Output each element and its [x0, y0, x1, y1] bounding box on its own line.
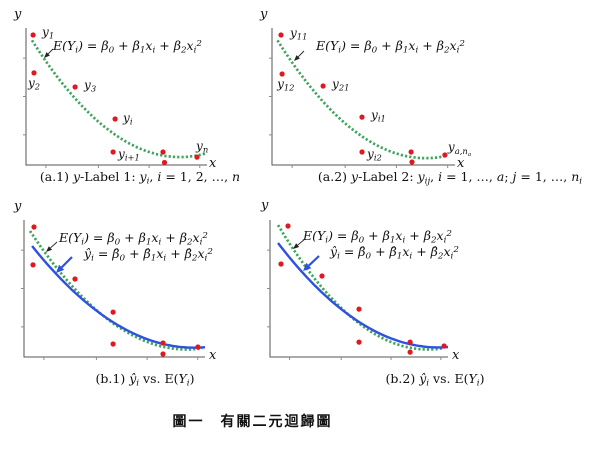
- data-point: [278, 261, 284, 267]
- data-point: [409, 159, 415, 165]
- data-point: [408, 149, 414, 155]
- data-point: [112, 116, 118, 122]
- x-axis-label-b2: x: [452, 348, 460, 363]
- data-point: [285, 223, 291, 229]
- point-label: ya,na: [447, 139, 472, 158]
- y-axis-label-a2: y: [260, 7, 268, 22]
- x-axis-label-a2: x: [457, 156, 465, 171]
- expected-curve-dotted: [276, 224, 444, 351]
- data-point: [160, 340, 166, 346]
- data-point: [31, 70, 37, 76]
- panel-caption-b2: (b.2) ŷi vs. E(Yi): [385, 371, 485, 389]
- data-point: [356, 339, 362, 345]
- point-label: y12: [277, 77, 295, 93]
- data-point: [195, 344, 201, 350]
- panel-a2: [269, 28, 455, 168]
- fitted-curve-solid: [277, 242, 449, 349]
- axes: [23, 220, 205, 358]
- data-point: [319, 273, 325, 279]
- data-point: [72, 84, 78, 90]
- data-point: [194, 154, 200, 160]
- expected-curve-arrow: [297, 50, 305, 58]
- data-point: [407, 349, 413, 355]
- arrowhead: [44, 52, 50, 58]
- panel-a1: [23, 28, 207, 168]
- data-point: [161, 159, 168, 166]
- data-point: [30, 32, 36, 38]
- expected-curve-dotted: [276, 39, 448, 160]
- equation-expected-y-a1: E(Yi) = β0 + β1xi + β2xi2: [53, 38, 202, 56]
- expected-curve-arrow: [297, 238, 306, 246]
- data-point: [407, 339, 413, 345]
- x-axis-label-b1: x: [209, 348, 217, 363]
- point-label: y3: [84, 78, 97, 94]
- data-point: [160, 351, 166, 357]
- data-point: [359, 149, 365, 155]
- data-point: [441, 343, 447, 349]
- x-axis-label-a1: x: [209, 156, 217, 171]
- expected-curve-dotted: [30, 39, 206, 159]
- y-axis-label-b1: y: [14, 199, 22, 214]
- panel-b2: [267, 220, 449, 360]
- equation-expected-y-a2: E(Yi) = β0 + β1xi + β2xi2: [316, 38, 465, 56]
- point-label: yi: [123, 110, 133, 127]
- arrowhead: [294, 55, 300, 61]
- fitted-curve-arrow: [308, 255, 320, 267]
- data-point: [160, 149, 166, 155]
- axes: [271, 28, 455, 166]
- equation-fitted-y-b1: ŷi = β̂0 + β̂1xi + β̂2xi2: [84, 246, 213, 264]
- data-point: [359, 114, 365, 120]
- axes: [269, 220, 448, 358]
- equation-expected-y-b2: E(Yi) = β0 + β1xi + β2xi2: [303, 228, 452, 246]
- point-label: yi1: [371, 108, 386, 124]
- point-label: yn: [196, 139, 209, 155]
- point-label: y11: [289, 25, 308, 42]
- y-axis-label-a1: y: [14, 7, 22, 22]
- arrowhead: [293, 243, 300, 249]
- figure-caption: 圖一 有關二元迴歸圖: [172, 414, 333, 430]
- arrowhead: [46, 246, 53, 252]
- expected-curve-arrow: [50, 241, 58, 249]
- data-point: [278, 32, 284, 38]
- y-axis-label-b2: y: [261, 198, 269, 213]
- data-point: [30, 262, 36, 268]
- point-label: yi+1: [118, 146, 140, 163]
- fitted-curve-solid: [31, 245, 206, 349]
- panel-b1: [21, 220, 206, 360]
- data-point: [279, 71, 285, 77]
- data-point: [110, 309, 116, 315]
- point-label: y1: [42, 24, 55, 41]
- point-label: y21: [332, 76, 350, 93]
- data-point: [356, 306, 362, 312]
- axes: [25, 28, 207, 166]
- fitted-curve-arrow: [60, 256, 73, 269]
- data-point: [31, 224, 37, 230]
- panel-caption-a2: (a.2) y-Label 2: yij, i = 1, …, a; j = 1…: [317, 169, 583, 187]
- panel-caption-b1: (b.1) ŷi vs. E(Yi): [95, 371, 195, 389]
- arrowhead: [303, 262, 312, 271]
- expected-curve-arrow: [47, 48, 54, 55]
- arrowhead: [56, 264, 65, 273]
- data-point: [320, 83, 326, 89]
- data-point: [72, 276, 78, 282]
- equation-expected-y-b1: E(Yi) = β0 + β1xi + β2xi2: [59, 230, 208, 248]
- point-label: yi2: [367, 146, 382, 163]
- point-label: y2: [27, 75, 41, 92]
- data-point: [442, 152, 448, 158]
- data-point: [110, 341, 116, 347]
- panel-caption-a1: (a.1) y-Label 1: yi, i = 1, 2, …, n: [39, 169, 241, 187]
- data-point: [110, 149, 116, 155]
- equation-fitted-y-b2: ŷi = β̂0 + β̂1xi + β̂2xi2: [330, 244, 459, 262]
